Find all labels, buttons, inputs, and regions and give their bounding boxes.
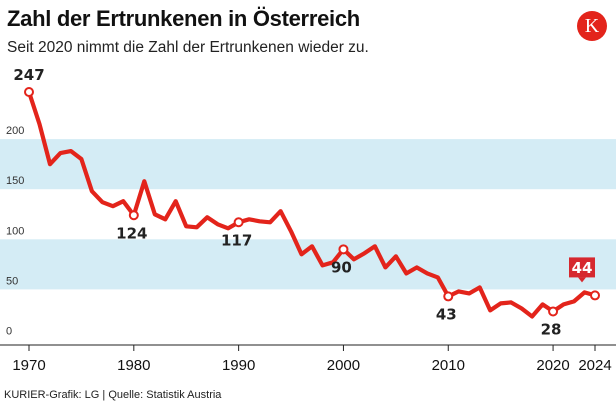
data-label-box-2024 xyxy=(569,257,595,278)
data-point-2010 xyxy=(443,291,454,302)
y-tick-label-150: 150 xyxy=(6,175,24,187)
series-line-ertrunkene xyxy=(26,89,598,319)
chart-title: Zahl der Ertrunkenen in Österreich xyxy=(7,6,360,31)
data-label-2024: 44 xyxy=(572,259,593,277)
data-label-pointer-2024 xyxy=(578,277,586,283)
logo-letter: K xyxy=(584,14,600,37)
x-tick-label-2020: 2020 xyxy=(536,357,569,374)
kurier-logo-icon: K xyxy=(577,11,607,41)
data-point-1980 xyxy=(128,210,139,221)
data-label-2000: 90 xyxy=(331,258,352,276)
data-point-2020 xyxy=(548,306,559,317)
x-tick-label-1980: 1980 xyxy=(117,357,150,374)
data-label-1970: 247 xyxy=(13,66,44,84)
y-tick-label-200: 200 xyxy=(6,125,24,137)
data-label-2020: 28 xyxy=(541,320,562,338)
data-point-1970 xyxy=(24,87,34,98)
data-point-2024 xyxy=(590,290,600,301)
data-label-1980: 124 xyxy=(116,224,147,242)
y-tick-label-0: 0 xyxy=(6,326,12,338)
x-tick-label-2000: 2000 xyxy=(327,357,360,374)
x-tick-label-1970: 1970 xyxy=(12,357,45,374)
source-note: KURIER-Grafik: LG | Quelle: Statistik Au… xyxy=(4,389,222,401)
y-tick-label-50: 50 xyxy=(6,275,18,287)
x-tick-label-2024: 2024 xyxy=(578,357,611,374)
data-label-2010: 43 xyxy=(436,305,457,323)
data-point-1990 xyxy=(233,217,244,228)
data-point-2000 xyxy=(338,244,349,255)
chart-subtitle: Seit 2020 nimmt die Zahl der Ertrunkenen… xyxy=(7,39,369,56)
x-tick-label-2010: 2010 xyxy=(432,357,465,374)
y-tick-label-100: 100 xyxy=(6,225,24,237)
grid-band-1 xyxy=(0,139,616,190)
data-label-1990: 117 xyxy=(221,231,252,249)
x-tick-label-1990: 1990 xyxy=(222,357,255,374)
